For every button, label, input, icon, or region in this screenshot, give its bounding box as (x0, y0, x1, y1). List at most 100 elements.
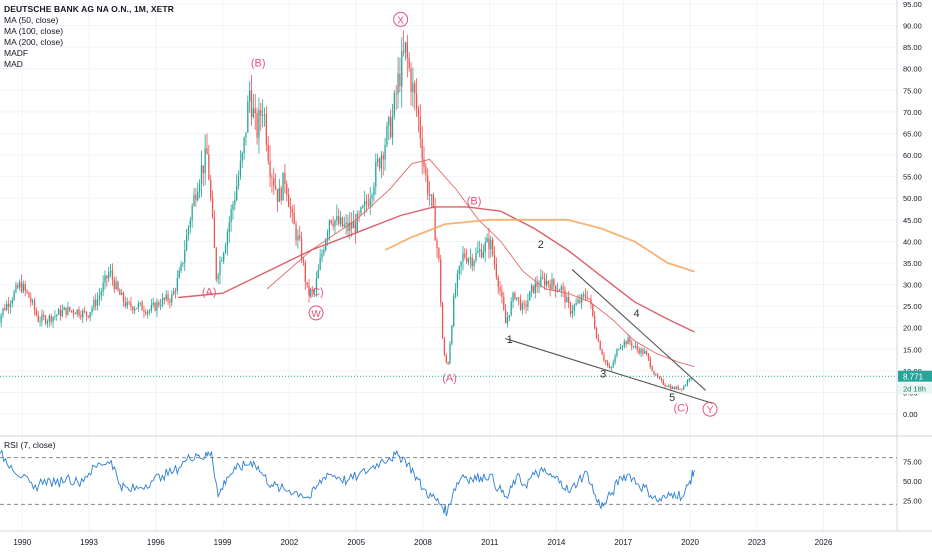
candle (206, 133, 208, 155)
candle-body (645, 351, 648, 354)
candle-body (306, 282, 308, 286)
grid-lines (0, 0, 897, 531)
candle-body (495, 264, 498, 277)
candle (380, 150, 383, 179)
candle-body (185, 235, 188, 251)
candle (401, 37, 403, 108)
study-mad[interactable]: MAD (4, 59, 23, 69)
candle (239, 150, 242, 180)
candle (436, 237, 438, 258)
candle (579, 294, 581, 305)
candle-body (349, 222, 351, 231)
candle (592, 303, 594, 318)
candle (72, 308, 75, 319)
candle (319, 248, 321, 271)
candle-body (139, 302, 141, 304)
candle-body (504, 309, 507, 324)
candle (134, 306, 136, 314)
candle-body (670, 385, 672, 389)
candle-body (4, 308, 6, 310)
candle (284, 164, 286, 194)
candle (180, 260, 182, 274)
wave-label: X (397, 15, 404, 26)
candle-body (590, 298, 592, 305)
candle (356, 210, 358, 233)
candle (258, 97, 260, 154)
study-ma50[interactable]: MA (50, close) (4, 15, 59, 25)
candle-body (371, 195, 373, 199)
study-ma200[interactable]: MA (200, close) (4, 37, 64, 47)
candle (631, 339, 633, 351)
candle (52, 316, 54, 328)
candle (514, 291, 516, 301)
candle-body (388, 117, 390, 126)
candle-body (37, 315, 39, 322)
candle (313, 288, 316, 298)
last-price-badge[interactable]: 8.771 (898, 370, 932, 382)
candle (594, 311, 596, 330)
candle (451, 324, 453, 346)
candle (15, 281, 17, 294)
candle (582, 291, 585, 299)
candle (286, 180, 288, 202)
wave-label: (B) (467, 196, 482, 208)
candle-body (31, 300, 34, 303)
candle (612, 359, 614, 369)
candle (440, 254, 442, 307)
candle-body (393, 93, 395, 116)
candle-body (61, 310, 63, 317)
candle-body (143, 310, 145, 313)
chart-legend: DEUTSCHE BANK AG NA O.N., 1M, XETR MA (5… (4, 4, 174, 70)
candle-body (300, 238, 303, 260)
candle-body (35, 310, 38, 316)
candle (614, 353, 616, 365)
candle-body (391, 115, 394, 138)
candle-body (13, 291, 15, 301)
study-ma100[interactable]: MA (100, close) (4, 26, 64, 36)
candle-body (223, 252, 225, 261)
candle (171, 290, 173, 307)
candle-body (96, 298, 99, 306)
price-badge-bg (898, 370, 932, 382)
candle-body (601, 349, 603, 355)
candle (317, 264, 319, 279)
rsi-title[interactable]: RSI (7, close) (4, 440, 56, 450)
candle-body (499, 287, 501, 292)
candle-body (610, 366, 613, 369)
candle (172, 287, 175, 296)
candle-body (538, 286, 540, 288)
candle-body (184, 250, 186, 263)
candle-body (365, 201, 368, 204)
candle-body (221, 260, 223, 262)
candle-body (527, 300, 529, 307)
candle (267, 136, 269, 165)
candle (202, 165, 204, 187)
candle (274, 173, 277, 191)
candle-body (197, 191, 199, 201)
candle-body (584, 294, 587, 298)
candle-body (482, 251, 485, 258)
candle (95, 293, 97, 311)
candle-body (317, 269, 319, 279)
candle (41, 309, 43, 327)
symbol-title[interactable]: DEUTSCHE BANK AG NA O.N., 1M, XETR (4, 4, 174, 14)
candle-body (261, 114, 264, 116)
time-tick-label: 1993 (80, 538, 98, 547)
ma50-line (266, 158, 695, 368)
candle (605, 359, 607, 366)
candle (414, 80, 416, 111)
candle-body (542, 276, 544, 278)
candle-body (640, 349, 642, 354)
study-madf[interactable]: MADF (4, 48, 29, 58)
candle-body (376, 158, 379, 163)
candle (443, 336, 446, 357)
candle (158, 299, 160, 308)
price-tick-label: 85.00 (903, 43, 922, 52)
candle-body (479, 249, 481, 252)
candle-body (614, 355, 616, 363)
candle-body (632, 346, 635, 347)
candle-body (681, 388, 683, 390)
candle-body (666, 385, 668, 387)
